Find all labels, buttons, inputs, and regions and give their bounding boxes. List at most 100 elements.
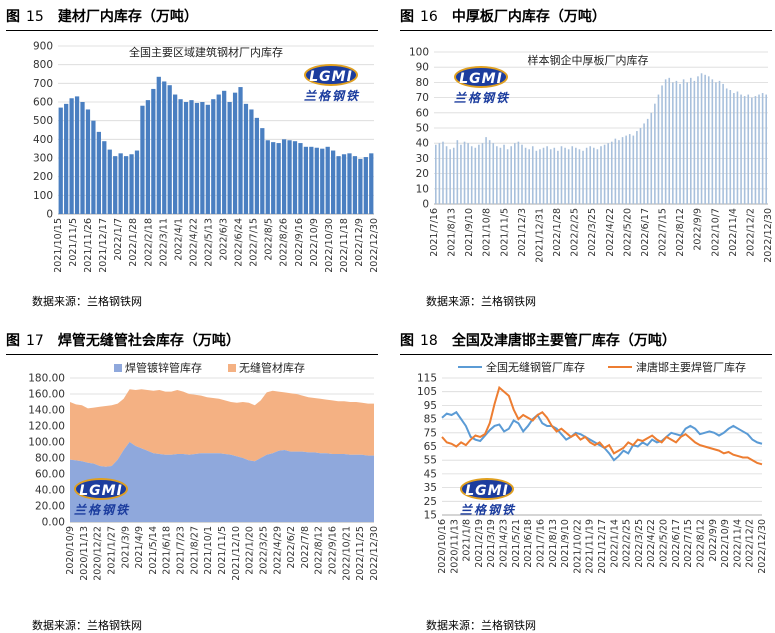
y-tick-label: 85 — [424, 414, 437, 426]
chart-panel-4: 图 18 全国及津唐邯主要管厂库存（万吨） 15 25 35 45 55 65 75 85 95 10… — [400, 328, 775, 632]
y-tick-label: 40 — [416, 138, 429, 150]
bar — [249, 109, 254, 214]
bar — [578, 149, 581, 204]
bar — [80, 102, 85, 214]
legend-label: 津唐邯主要焊管厂库存 — [636, 360, 746, 374]
bar — [521, 144, 523, 204]
bar — [265, 140, 270, 214]
bar — [276, 143, 281, 214]
bar — [603, 144, 606, 204]
bar — [298, 143, 303, 214]
legend-swatch — [114, 364, 122, 372]
x-tick-label: 2021/11/26 — [83, 218, 94, 273]
x-tick-label: 2022/1/14 — [609, 519, 620, 568]
y-tick-label: 35 — [424, 482, 437, 494]
bar — [336, 156, 341, 214]
panel-title: 图 16 中厚板厂内库存（万吨） — [400, 4, 772, 31]
x-tick-label: 2022/6/17 — [671, 519, 682, 568]
bar — [700, 73, 703, 204]
bar — [693, 80, 696, 204]
bar — [173, 94, 178, 214]
bar — [74, 96, 80, 214]
x-tick-label: 2022/5/20 — [659, 519, 670, 568]
bar — [589, 146, 592, 204]
bar — [718, 80, 721, 204]
logo-name: 兰格钢铁 — [304, 89, 361, 103]
bar — [222, 90, 227, 214]
x-tick-label: 2022/1/28 — [552, 208, 563, 257]
x-tick-label: 2022/7/15 — [658, 208, 669, 257]
bar — [600, 146, 602, 204]
x-tick-label: 2021/6/18 — [162, 526, 173, 575]
bar — [614, 138, 617, 204]
bar — [445, 146, 448, 204]
y-tick-label: 160.00 — [28, 389, 65, 401]
bar — [528, 149, 530, 204]
source-note: 数据来源：兰格钢铁网 — [32, 295, 142, 308]
x-tick-label: 2021/7/16 — [429, 208, 440, 257]
area-series-welded-pipe — [70, 442, 374, 522]
x-tick-label: 2022/4/29 — [272, 526, 283, 575]
y-tick-label: 30 — [416, 153, 429, 165]
bar — [352, 156, 358, 214]
logo-mark: LGMI — [74, 478, 128, 500]
bar — [758, 94, 760, 204]
x-tick-label: 2022/2/25 — [622, 519, 633, 568]
bar — [575, 147, 577, 204]
x-tick-label: 2022/5/13 — [203, 218, 214, 267]
bar — [621, 137, 624, 204]
bar — [452, 147, 455, 204]
bar — [593, 147, 595, 204]
x-tick-label: 2022/1/7 — [113, 218, 124, 261]
x-tick-label: 2022/12/30 — [369, 218, 380, 273]
x-tick-label: 2022/3/11 — [158, 218, 169, 267]
bar — [227, 102, 232, 214]
bar — [765, 94, 767, 204]
y-tick-label: 105 — [417, 386, 437, 398]
bar — [754, 96, 757, 204]
bar — [287, 140, 292, 214]
y-tick-label: 60 — [416, 107, 429, 119]
bar — [369, 153, 374, 214]
bar — [467, 143, 469, 204]
y-tick-label: 95 — [424, 400, 437, 412]
x-tick-label: 2021/8/27 — [189, 526, 200, 575]
x-tick-label: 2021/7/23 — [176, 526, 187, 575]
chart-panel-1: 图 15 建材厂内库存（万吨） 0 100 200 300 400 500 600 700 800 9… — [6, 4, 384, 308]
y-tick-label: 75 — [424, 427, 437, 439]
bar — [707, 76, 710, 204]
bar — [442, 141, 444, 204]
bar — [156, 76, 161, 214]
bar — [715, 82, 717, 204]
bar — [686, 82, 688, 204]
x-tick-label: 2022/10/30 — [324, 218, 335, 273]
y-tick-label: 15 — [424, 510, 437, 522]
x-tick-label: 2022/12/30 — [757, 519, 768, 574]
x-tick-label: 2022/12/2 — [745, 208, 756, 257]
bar — [531, 146, 534, 204]
bar — [546, 146, 548, 204]
y-tick-label: 700 — [33, 78, 53, 90]
chart-panel-2: 图 16 中厚板厂内库存（万吨） 0 10 20 30 40 50 60 70 80 90 100 202… — [400, 4, 775, 308]
x-tick-label: 2020/10/9 — [65, 526, 76, 575]
x-tick-label: 2022/11/18 — [339, 218, 350, 273]
bar — [470, 146, 473, 204]
logo-mark: LGMI — [460, 478, 514, 500]
x-tick-label: 2021/10/15 — [53, 218, 64, 273]
bar — [292, 141, 298, 214]
y-tick-label: 65 — [424, 441, 437, 453]
bar — [582, 150, 584, 204]
y-tick-label: 0.00 — [42, 517, 65, 529]
bar — [682, 79, 685, 204]
lgmi-logo: LGMI 兰格钢铁 — [74, 478, 130, 518]
logo-mark: LGMI — [454, 66, 508, 88]
x-tick-label: 2021/5/21 — [511, 519, 522, 568]
bar — [341, 154, 347, 214]
y-tick-label: 300 — [33, 153, 53, 165]
bar — [243, 103, 249, 214]
x-tick-label: 2022/7/8 — [300, 526, 311, 569]
panel-title: 图 18 全国及津唐邯主要管厂库存（万吨） — [400, 328, 772, 355]
bar — [64, 103, 69, 214]
bar — [722, 83, 724, 204]
x-tick-label: 2022/11/4 — [728, 208, 739, 257]
